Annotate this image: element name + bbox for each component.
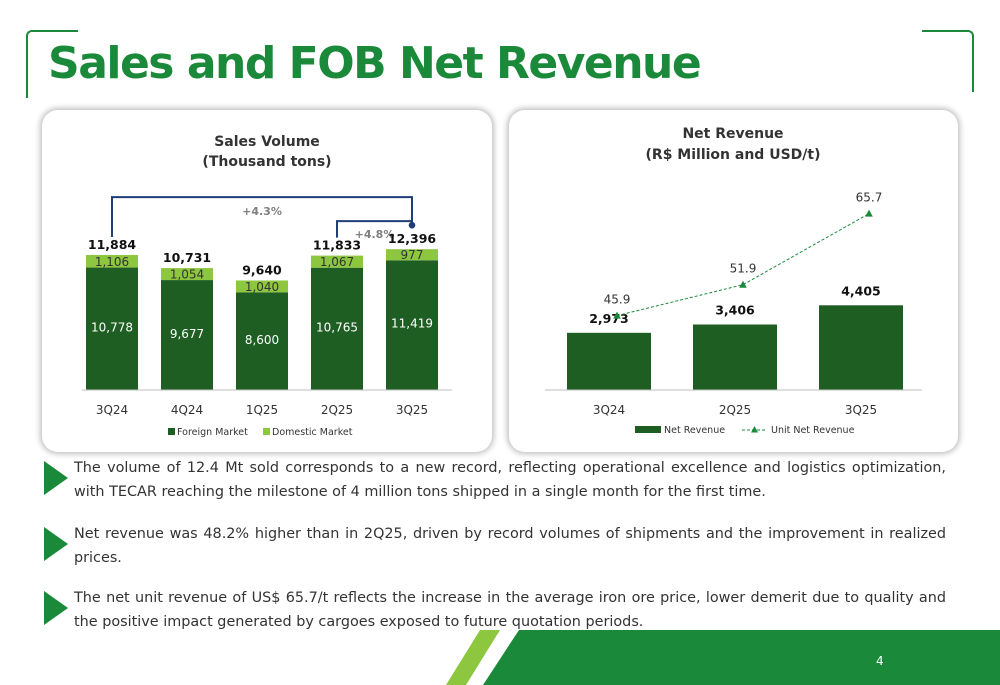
label-total: 11,833 — [313, 238, 361, 253]
label-net-revenue: 3,406 — [715, 303, 755, 318]
sales-chart-subtitle: (Thousand tons) — [202, 154, 331, 170]
net-revenue-chart: Net Revenue (R$ Million and USD/t) 2,973… — [545, 126, 922, 436]
bar-net-revenue — [819, 305, 903, 390]
label-total: 12,396 — [388, 231, 437, 246]
label-total: 9,640 — [242, 262, 282, 277]
x-tick-label: 4Q24 — [171, 403, 203, 417]
legend-label-unit-revenue: Unit Net Revenue — [771, 425, 855, 436]
label-domestic-market: 977 — [401, 248, 424, 262]
bar-foreign-market — [236, 292, 288, 390]
label-unit-net-revenue: 45.9 — [604, 293, 631, 307]
bullet-arrow-icon — [44, 461, 68, 495]
footer-light-stripe — [446, 630, 500, 685]
growth-annotation: +4.8% — [355, 228, 395, 241]
legend-label-net-revenue: Net Revenue — [664, 425, 725, 436]
bullet-arrow-icon — [44, 527, 68, 561]
legend-label-domestic: Domestic Market — [272, 427, 353, 438]
x-tick-label: 2Q25 — [321, 403, 353, 417]
bar-foreign-market — [386, 260, 438, 390]
bar-domestic-market — [386, 249, 438, 261]
bar-foreign-market — [311, 267, 363, 390]
sales-volume-panel: Sales Volume (Thousand tons) +4.3% +4.8% … — [42, 110, 492, 452]
corner-bracket-left — [26, 30, 78, 98]
bar-domestic-market — [86, 254, 138, 268]
revenue-legend: Net Revenue Unit Net Revenue — [635, 425, 855, 436]
marker-unit-net-revenue — [865, 209, 873, 217]
label-foreign-market: 8,600 — [245, 333, 279, 347]
sales-legend: Foreign Market Domestic Market — [168, 427, 353, 438]
line-unit-net-revenue — [616, 213, 870, 317]
bullet-text: The volume of 12.4 Mt sold corresponds t… — [74, 460, 946, 500]
bar-domestic-market — [311, 255, 363, 268]
bullet-arrow-icon — [44, 591, 68, 625]
label-foreign-market: 11,419 — [391, 317, 433, 331]
footer-green-band — [483, 630, 1000, 685]
label-foreign-market: 10,765 — [316, 320, 358, 334]
bar-foreign-market — [86, 267, 138, 390]
label-total: 10,731 — [163, 250, 211, 265]
bullet-text: Net revenue was 48.2% higher than in 2Q2… — [74, 526, 946, 566]
label-domestic-market: 1,040 — [245, 280, 279, 294]
legend-label-foreign: Foreign Market — [177, 427, 248, 438]
bar-net-revenue — [693, 324, 777, 390]
label-net-revenue: 4,405 — [841, 283, 881, 298]
label-unit-net-revenue: 51.9 — [730, 262, 757, 276]
label-foreign-market: 10,778 — [91, 320, 133, 334]
bar-domestic-market — [236, 280, 288, 293]
x-tick-label: 3Q24 — [96, 403, 128, 417]
legend-marker-unit-revenue — [751, 426, 758, 433]
bullet-text: The net unit revenue of US$ 65.7/t refle… — [74, 590, 946, 630]
label-domestic-market: 1,067 — [320, 255, 354, 269]
sales-volume-chart: Sales Volume (Thousand tons) +4.3%+4.8% … — [82, 134, 452, 438]
legend-swatch-domestic — [263, 428, 270, 435]
corner-bracket-right — [922, 30, 974, 92]
growth-connector-dot — [408, 221, 416, 229]
label-foreign-market: 9,677 — [170, 327, 204, 341]
x-tick-label: 1Q25 — [246, 403, 278, 417]
marker-unit-net-revenue — [613, 311, 621, 319]
bar-domestic-market — [161, 268, 213, 281]
x-tick-label: 3Q25 — [396, 403, 428, 417]
bar-net-revenue — [567, 332, 651, 390]
growth-connector — [111, 196, 413, 237]
page-number: 4 — [876, 654, 884, 668]
revenue-chart-subtitle: (R$ Million and USD/t) — [646, 147, 821, 163]
label-unit-net-revenue: 65.7 — [856, 191, 883, 205]
bar-foreign-market — [161, 280, 213, 390]
legend-swatch-foreign — [168, 428, 175, 435]
legend-swatch-net-revenue — [635, 426, 661, 433]
label-domestic-market: 1,054 — [170, 268, 204, 282]
label-domestic-market: 1,106 — [95, 255, 129, 269]
growth-annotation: +4.3% — [242, 205, 282, 218]
footer-band — [446, 630, 1000, 685]
page-title: Sales and FOB Net Revenue — [48, 38, 702, 89]
label-net-revenue: 2,973 — [589, 311, 629, 326]
revenue-chart-title: Net Revenue — [682, 126, 783, 142]
label-total: 11,884 — [88, 237, 137, 252]
x-tick-label: 3Q24 — [593, 403, 625, 417]
marker-unit-net-revenue — [739, 280, 747, 288]
x-tick-label: 3Q25 — [845, 403, 877, 417]
net-revenue-panel: Net Revenue (R$ Million and USD/t) 2,973… — [509, 110, 958, 452]
sales-chart-title: Sales Volume — [214, 134, 320, 150]
x-tick-label: 2Q25 — [719, 403, 751, 417]
